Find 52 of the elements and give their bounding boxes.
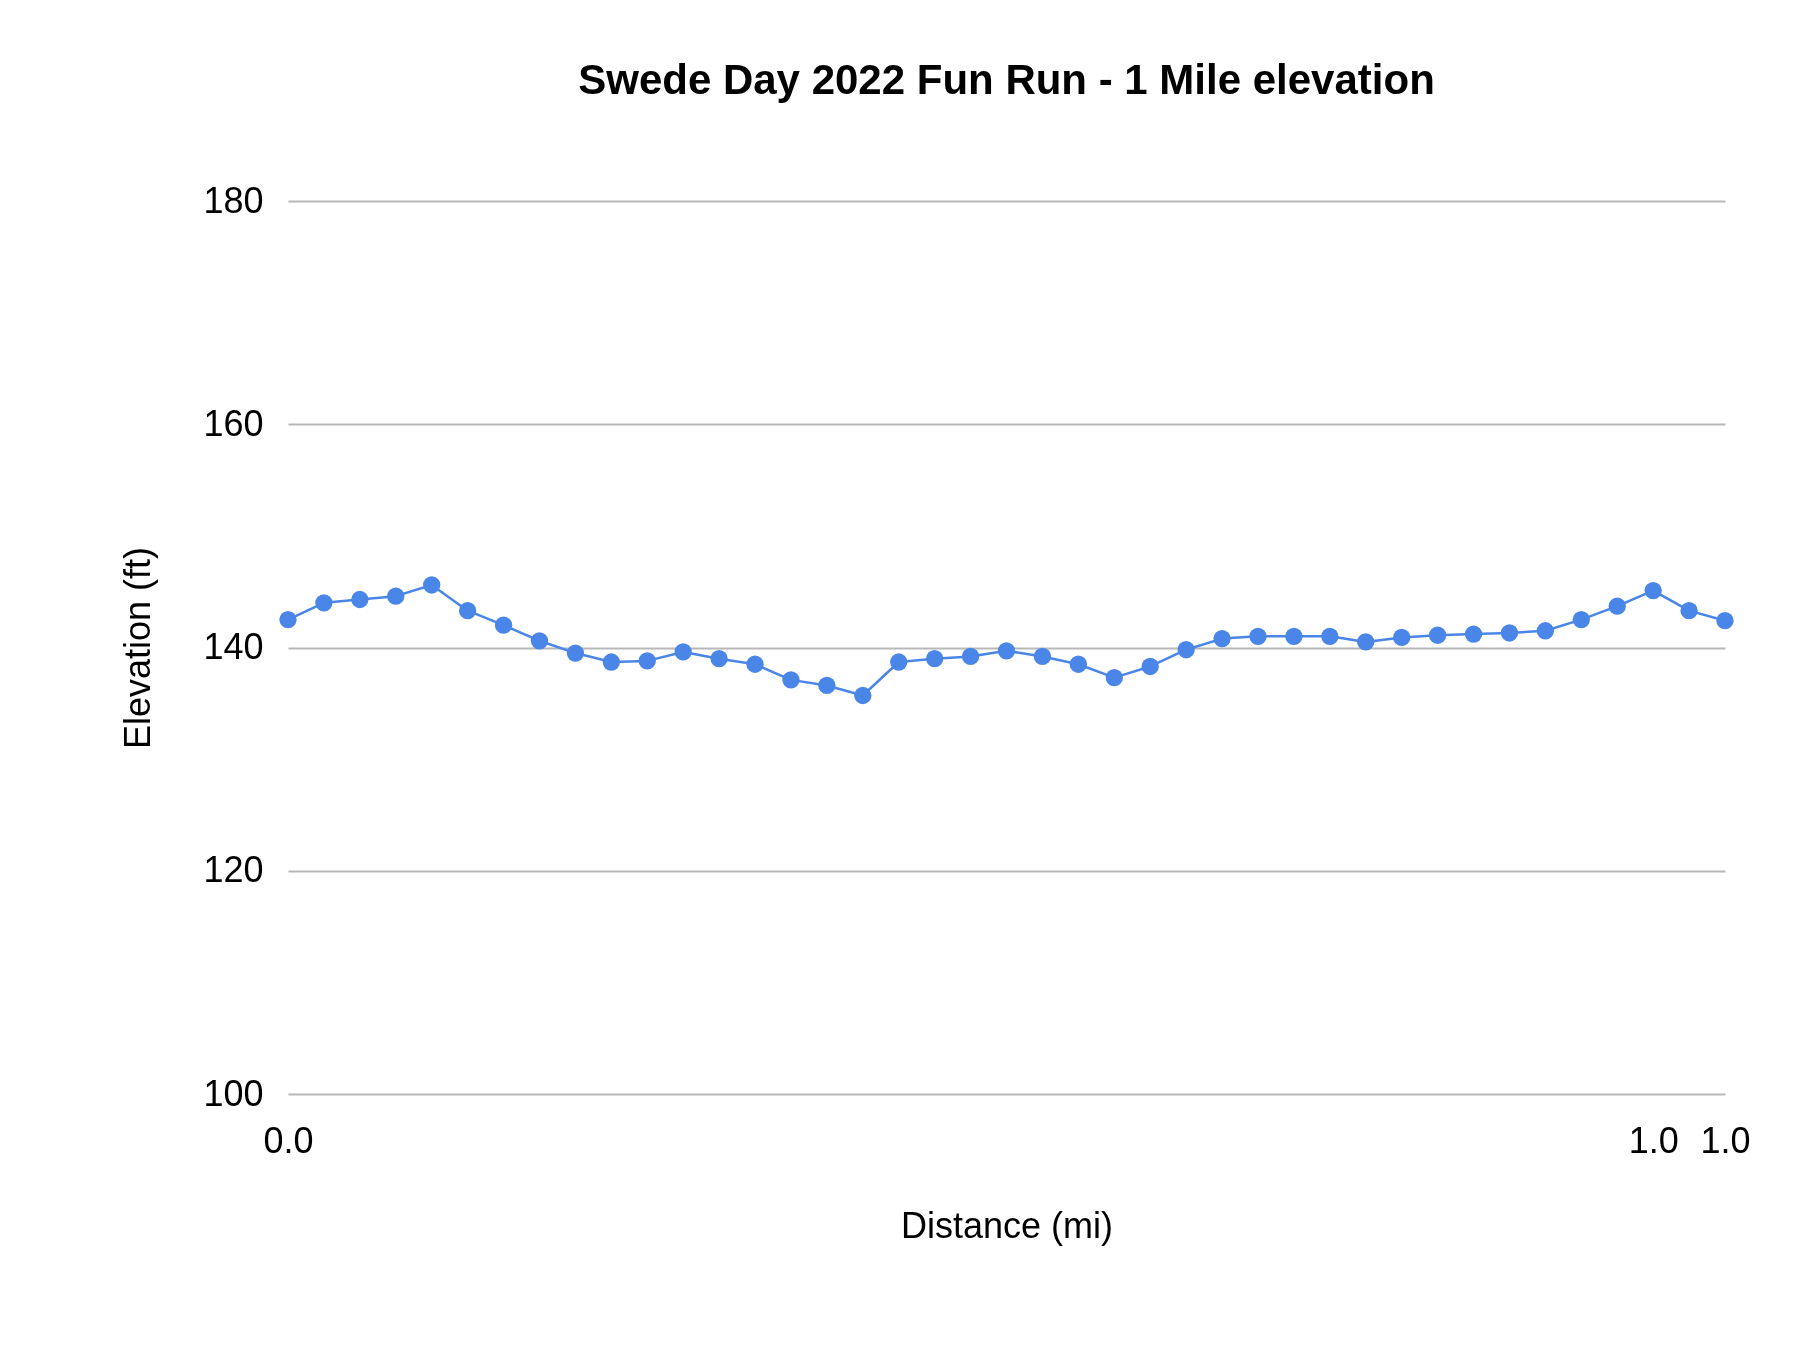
point xyxy=(925,650,944,668)
point xyxy=(387,587,405,605)
point xyxy=(315,594,333,612)
y-tick-label: 140 xyxy=(203,626,264,667)
point xyxy=(997,642,1016,660)
point xyxy=(1141,657,1159,676)
point xyxy=(854,686,872,705)
point xyxy=(782,671,800,689)
point xyxy=(1033,647,1052,666)
y-axis-title: Elevation (ft) xyxy=(117,546,159,750)
point xyxy=(494,616,513,634)
x-tick-label: 1.0 xyxy=(1628,1119,1679,1161)
point xyxy=(1393,628,1411,647)
point xyxy=(674,643,692,661)
point xyxy=(530,632,549,650)
point xyxy=(710,650,728,668)
x-tick-label: 1.0 xyxy=(1700,1119,1751,1161)
point xyxy=(602,653,620,671)
point xyxy=(1357,633,1375,651)
point xyxy=(279,610,297,629)
point xyxy=(1608,597,1626,615)
point xyxy=(1321,627,1339,645)
y-tick-label: 160 xyxy=(203,402,264,444)
point xyxy=(423,576,441,594)
point xyxy=(1428,626,1447,644)
point xyxy=(638,652,656,670)
point xyxy=(961,647,980,666)
point xyxy=(1536,622,1555,640)
point xyxy=(458,602,477,620)
y-tick-label: 120 xyxy=(203,849,264,891)
point xyxy=(1177,641,1195,659)
point xyxy=(1572,610,1590,629)
point xyxy=(351,590,369,609)
point xyxy=(1069,655,1088,673)
x-tick-label: 0.0 xyxy=(263,1119,314,1161)
point xyxy=(1105,669,1123,687)
point xyxy=(1644,581,1662,600)
x-axis-title: Distance (mi) xyxy=(900,1204,1114,1246)
point xyxy=(1249,627,1267,645)
y-tick-label: 100 xyxy=(203,1072,264,1114)
chart-title: Swede Day 2022 Fun Run - 1 Mile elevation xyxy=(578,56,1435,103)
point xyxy=(566,644,585,662)
point xyxy=(746,655,764,673)
point xyxy=(1213,629,1231,648)
y-tick-label: 180 xyxy=(203,179,264,221)
point xyxy=(1500,624,1519,642)
point xyxy=(1680,602,1698,620)
point xyxy=(818,676,836,695)
point xyxy=(1464,625,1483,643)
point xyxy=(1285,627,1303,645)
point xyxy=(890,653,908,671)
point xyxy=(1716,612,1734,630)
